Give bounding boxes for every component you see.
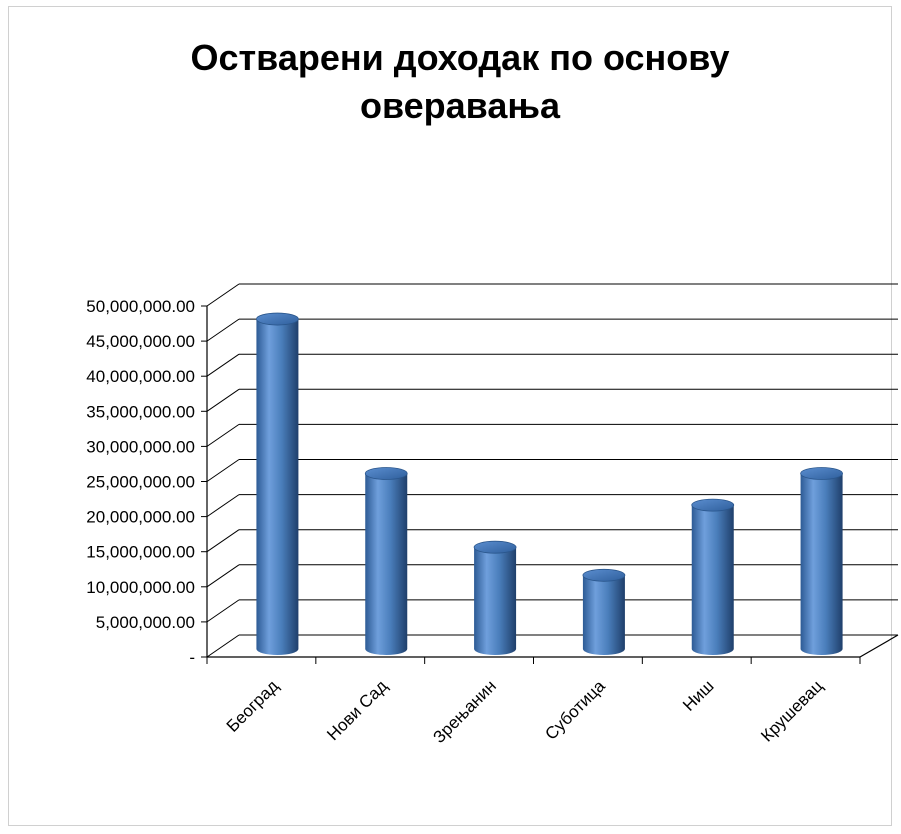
axes	[201, 305, 899, 664]
bar	[256, 312, 299, 655]
x-tick-label: Београд	[223, 676, 283, 736]
bar-top	[800, 467, 843, 480]
bar-top	[256, 312, 299, 326]
bar-top	[691, 498, 735, 512]
bar-body	[365, 473, 408, 655]
bar-body	[800, 473, 843, 655]
x-tick-label: Ниш	[679, 676, 717, 714]
gridline-side	[206, 564, 240, 588]
y-tick-label: 50,000,000.00	[86, 297, 195, 316]
x-tick-label: Суботица	[541, 676, 609, 744]
x-axis-labels: Београд Нови Сад Зрењанин Суботица Ниш Крушев…	[223, 676, 827, 747]
chart-title: Остварени доходак по основу оверавања	[191, 37, 730, 126]
chart-frame	[8, 6, 892, 826]
y-tick-label: 5,000,000.00	[96, 613, 195, 632]
bar-body	[691, 505, 734, 655]
bar	[364, 467, 408, 655]
y-tick-label: 30,000,000.00	[86, 437, 195, 456]
x-tick-label: Нови Сад	[323, 676, 391, 744]
gridline-side	[206, 634, 240, 658]
gridline-side	[206, 529, 240, 553]
y-tick-label: -	[189, 648, 195, 667]
floor-edge	[859, 634, 899, 658]
y-tick-label: 35,000,000.00	[86, 402, 195, 421]
y-tick-label: 45,000,000.00	[86, 332, 195, 351]
y-tick-label: 20,000,000.00	[86, 508, 195, 527]
bar-top	[582, 568, 626, 582]
gridline-side	[206, 459, 240, 482]
grid	[206, 283, 898, 658]
bar-top	[473, 540, 517, 554]
bar	[800, 467, 843, 655]
y-axis-ticks: - 5,000,000.00 10,000,000.00 15,000,000.00 2…	[86, 297, 195, 667]
bars	[256, 312, 843, 655]
bar	[691, 498, 735, 655]
x-tick-label: Зрењанин	[429, 676, 500, 747]
chart-title-line-1: Остварени доходак по основу	[191, 37, 730, 78]
bar	[582, 568, 626, 655]
y-tick-label: 10,000,000.00	[86, 578, 195, 597]
gridline-side	[206, 599, 240, 623]
gridline-side	[206, 388, 240, 412]
x-tick-label: Крушевац	[757, 676, 826, 745]
chart-title-line-2: оверавања	[360, 85, 561, 126]
gridline-side	[206, 353, 240, 377]
gridline-side	[206, 283, 240, 307]
bar-top	[364, 467, 408, 480]
gridline-side	[206, 318, 240, 342]
y-tick-label: 15,000,000.00	[86, 543, 195, 562]
gridline-side	[206, 423, 240, 447]
bar-body	[582, 575, 625, 655]
y-tick-label: 40,000,000.00	[86, 367, 195, 386]
bar	[473, 540, 517, 655]
y-tick-label: 25,000,000.00	[86, 473, 195, 492]
gridline-side	[206, 494, 240, 518]
bar-body	[474, 547, 517, 655]
bar-body	[256, 319, 299, 655]
